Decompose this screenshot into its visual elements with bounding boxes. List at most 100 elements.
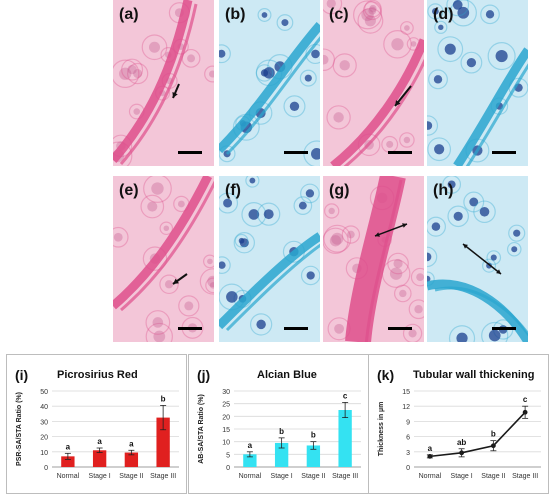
significance-letter: b xyxy=(279,427,284,436)
bar xyxy=(124,452,139,467)
tissue-texture xyxy=(427,0,528,166)
scale-bar xyxy=(178,151,202,154)
error-bar xyxy=(278,437,285,449)
significance-letter: b xyxy=(161,394,166,403)
y-tick-label: 40 xyxy=(40,404,48,411)
x-tick-label: Stage I xyxy=(451,473,473,480)
significance-letter: a xyxy=(66,442,71,451)
error-bar xyxy=(342,402,349,418)
y-tick-label: 10 xyxy=(40,450,48,457)
micrograph-a: (a) xyxy=(113,0,214,166)
y-tick-label: 0 xyxy=(226,465,230,472)
scale-bar xyxy=(388,327,412,330)
y-tick-label: 12 xyxy=(402,404,410,411)
scale-bar xyxy=(388,151,412,154)
series-line xyxy=(429,411,526,458)
panel-label-b: (b) xyxy=(225,6,246,23)
micrograph-g: (g) xyxy=(323,176,424,342)
bar xyxy=(243,454,257,467)
error-bar xyxy=(490,440,497,452)
panel-label-e: (e) xyxy=(119,182,139,199)
y-tick-label: 20 xyxy=(222,414,230,421)
chart-panel-i: (i) Picrosirius Red 0 10 20 30 40 50 PSR-SA/ST… xyxy=(6,354,187,494)
chart-panel-label: (k) xyxy=(377,367,395,383)
panel-label-h: (h) xyxy=(433,182,454,199)
panel-label-d: (d) xyxy=(433,6,454,23)
error-bar xyxy=(96,447,103,453)
x-tick-label: Stage I xyxy=(89,473,111,480)
chart-plot-k: 0 3 6 9 12 15 Thickness in µm Normal Stage I Stag… xyxy=(378,389,541,480)
x-tick-label: Stage III xyxy=(512,473,538,480)
scale-bar xyxy=(492,327,516,330)
x-tick-label: Stage II xyxy=(481,473,505,480)
panel-label-g: (g) xyxy=(329,182,350,199)
panel-label-a: (a) xyxy=(119,6,139,23)
chart-title: Picrosirius Red xyxy=(57,369,138,381)
y-tick-label: 30 xyxy=(40,419,48,426)
tissue-texture xyxy=(427,176,528,342)
scale-bar xyxy=(178,327,202,330)
bar xyxy=(274,442,289,467)
tissue-texture xyxy=(219,176,320,336)
significance-letter: ab xyxy=(457,438,466,447)
y-tick-label: 50 xyxy=(40,389,48,396)
y-axis-label: PSR-SA/STA Ratio (%) xyxy=(16,392,23,466)
bar xyxy=(156,417,170,467)
scale-bar xyxy=(492,151,516,154)
scale-bar xyxy=(284,151,308,154)
chart-plot-j: 0 5 10 15 20 25 30 AB-SA/STA Ratio (%) Normal Sta… xyxy=(198,389,361,480)
chart-panel-label: (j) xyxy=(197,367,211,383)
x-tick-label: Stage III xyxy=(332,473,358,480)
scale-bar xyxy=(284,327,308,330)
error-bar xyxy=(160,405,167,431)
x-tick-label: Stage I xyxy=(271,473,293,480)
x-tick-label: Normal xyxy=(57,473,80,480)
micrograph-f: (f) xyxy=(219,176,320,342)
x-tick-label: Stage II xyxy=(301,473,325,480)
micrograph-b: (b) xyxy=(219,0,320,166)
significance-letter: b xyxy=(311,431,316,440)
significance-letter: b xyxy=(491,430,496,439)
tissue-texture xyxy=(219,7,320,166)
y-tick-label: 10 xyxy=(222,440,230,447)
significance-letter: a xyxy=(97,437,102,446)
tissue-texture xyxy=(113,0,214,166)
y-axis-label: AB-SA/STA Ratio (%) xyxy=(198,394,205,464)
y-tick-label: 5 xyxy=(226,452,230,459)
tissue-texture xyxy=(323,176,424,342)
error-bar xyxy=(246,451,253,458)
y-tick-label: 30 xyxy=(222,389,230,396)
micrograph-e: (e) xyxy=(113,176,214,342)
significance-letter: a xyxy=(129,439,134,448)
y-tick-label: 15 xyxy=(222,427,230,434)
error-bar xyxy=(128,449,135,456)
y-tick-label: 6 xyxy=(406,435,410,442)
bar xyxy=(92,450,107,467)
y-tick-label: 0 xyxy=(44,465,48,472)
significance-letter: c xyxy=(523,395,528,404)
y-tick-label: 0 xyxy=(406,465,410,472)
y-tick-label: 25 xyxy=(222,402,230,409)
chart-title: Alcian Blue xyxy=(257,369,317,381)
x-tick-label: Normal xyxy=(419,473,442,480)
error-bar xyxy=(64,452,71,460)
significance-letter: c xyxy=(343,391,348,400)
bar xyxy=(61,456,75,467)
significance-letter: a xyxy=(428,444,433,453)
significance-letter: a xyxy=(248,441,253,450)
tissue-texture xyxy=(113,176,214,342)
y-axis-label: Thickness in µm xyxy=(378,402,385,457)
bar xyxy=(338,410,352,467)
y-tick-label: 15 xyxy=(402,389,410,396)
micrograph-c: (c) xyxy=(323,0,424,166)
error-bar xyxy=(522,405,529,419)
x-tick-label: Stage II xyxy=(119,473,143,480)
y-tick-label: 3 xyxy=(406,450,410,457)
panel-label-f: (f) xyxy=(225,182,241,199)
bar xyxy=(306,445,321,467)
micrograph-d: (d) xyxy=(427,0,528,166)
micrograph-h: (h) xyxy=(427,176,528,342)
chart-panel-j: (j) Alcian Blue 0 5 10 15 20 25 30 AB-SA/STA Ra… xyxy=(188,354,369,494)
chart-panel-label: (i) xyxy=(15,367,29,383)
error-bar xyxy=(310,441,317,450)
